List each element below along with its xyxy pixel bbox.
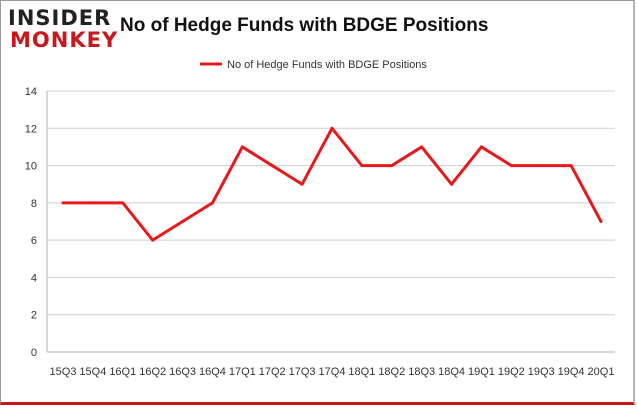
- logo-top-text: INSIDER: [8, 6, 112, 30]
- x-tick-label: 16Q2: [139, 366, 166, 378]
- data-point: [91, 201, 95, 205]
- data-point: [390, 164, 394, 168]
- insider-monkey-logo: INSIDER MONKEY: [6, 4, 118, 56]
- x-tick-label: 18Q3: [408, 366, 435, 378]
- y-tick-label: 4: [31, 272, 37, 284]
- x-tick-label: 19Q3: [528, 366, 555, 378]
- x-tick-label: 16Q1: [109, 366, 136, 378]
- x-tick-label: 18Q4: [438, 366, 465, 378]
- data-point: [539, 164, 543, 168]
- x-tick-label: 18Q1: [348, 366, 375, 378]
- x-tick-label: 19Q2: [498, 366, 525, 378]
- y-tick-label: 2: [31, 310, 37, 322]
- data-point: [330, 126, 334, 130]
- data-point: [450, 182, 454, 186]
- data-point: [420, 145, 424, 149]
- x-tick-label: 20Q1: [588, 366, 615, 378]
- x-tick-label: 19Q1: [468, 366, 495, 378]
- x-tick-label: 15Q3: [50, 366, 77, 378]
- y-tick-label: 14: [25, 86, 37, 98]
- data-point: [181, 220, 185, 223]
- data-point: [509, 164, 513, 168]
- data-point: [479, 145, 483, 149]
- y-tick-label: 10: [25, 161, 37, 173]
- data-point: [121, 201, 125, 205]
- x-tick-label: 16Q4: [199, 366, 226, 378]
- series-line: [63, 126, 603, 242]
- x-tick-label: 17Q1: [229, 366, 256, 378]
- x-tick-label: 16Q3: [169, 366, 196, 378]
- data-point: [151, 238, 155, 242]
- y-tick-label: 0: [31, 347, 37, 359]
- x-tick-label: 17Q3: [289, 366, 316, 378]
- data-point: [599, 220, 603, 223]
- y-tick-label: 12: [25, 123, 37, 135]
- data-point: [61, 201, 65, 205]
- logo-bottom-text: MONKEY: [10, 28, 119, 52]
- data-point: [300, 182, 304, 186]
- x-tick-label: 17Q4: [319, 366, 346, 378]
- legend-label: No of Hedge Funds with BDGE Positions: [227, 59, 427, 71]
- y-tick-label: 6: [31, 235, 37, 247]
- data-point: [569, 164, 573, 168]
- chart-title: No of Hedge Funds with BDGE Positions: [120, 15, 489, 36]
- x-tick-label: 17Q2: [259, 366, 286, 378]
- x-tick-label: 15Q4: [79, 366, 106, 378]
- data-point: [360, 164, 364, 168]
- x-tick-label: 18Q2: [378, 366, 405, 378]
- data-point: [240, 145, 244, 149]
- data-point: [270, 164, 274, 168]
- data-point: [210, 201, 214, 205]
- x-tick-label: 19Q4: [558, 366, 585, 378]
- y-tick-label: 8: [31, 198, 37, 210]
